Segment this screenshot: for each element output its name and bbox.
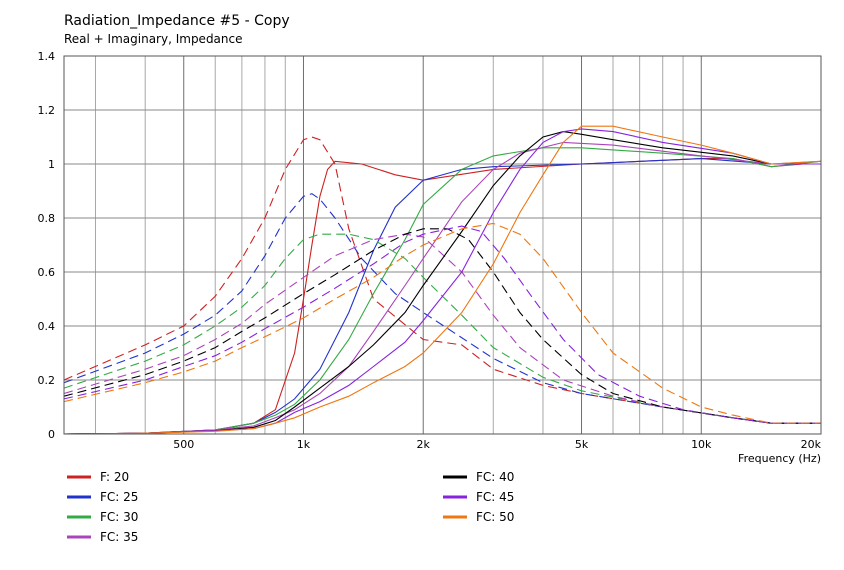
y-tick-label: 1.2: [38, 104, 56, 117]
series-4-imag-line: [63, 233, 821, 424]
legend-label: FC: 50: [476, 510, 514, 524]
x-tick-label: 500: [173, 438, 194, 451]
legend-label: FC: 40: [476, 470, 514, 484]
series-7-real-line: [63, 125, 822, 435]
legend-label: FC: 30: [100, 510, 138, 524]
x-axis-label: Frequency (Hz): [738, 452, 821, 465]
legend-label: FC: 35: [100, 530, 138, 544]
legend-label: FC: 25: [100, 490, 138, 504]
y-tick-label: 0: [48, 428, 55, 441]
series-3-real-line: [63, 147, 822, 435]
axes: 500 1k 2k 5k 10k 20k 0 0.2 0.4 0.6 0.8 1 1.2 1.4: [38, 50, 822, 451]
series-1-imag-line: [63, 136, 821, 424]
series-6-imag-line: [63, 225, 821, 424]
series-4-real-line: [63, 141, 822, 435]
x-tick-label: 20k: [801, 438, 822, 451]
x-tick-label: 10k: [691, 438, 712, 451]
legend: F: 20 FC: 25 FC: 30 FC: 35 FC: 40 FC: 45 FC: 5…: [67, 470, 514, 544]
series-5-real-line: [63, 131, 821, 435]
series-7-imag-line: [63, 222, 821, 424]
legend-label: FC: 45: [476, 490, 514, 504]
series-5-imag-line: [63, 228, 821, 424]
chart-title: Radiation_Impedance #5 - Copy: [64, 13, 290, 29]
series-3-imag-line: [63, 233, 821, 424]
y-tick-label: 0.8: [38, 212, 56, 225]
y-tick-label: 1.4: [38, 50, 56, 63]
legend-label: F: 20: [100, 470, 129, 484]
y-tick-label: 1: [48, 158, 55, 171]
y-tick-label: 0.2: [38, 374, 56, 387]
y-tick-label: 0.6: [38, 266, 56, 279]
grid: [64, 55, 822, 435]
series-2-imag-line: [63, 193, 821, 424]
plot-frame: [63, 55, 822, 435]
chart-subtitle: Real + Imaginary, Impedance: [64, 32, 243, 46]
plot-series: [63, 125, 822, 435]
y-tick-label: 0.4: [38, 320, 56, 333]
x-tick-label: 5k: [575, 438, 589, 451]
x-tick-label: 2k: [417, 438, 431, 451]
x-tick-label: 1k: [297, 438, 311, 451]
